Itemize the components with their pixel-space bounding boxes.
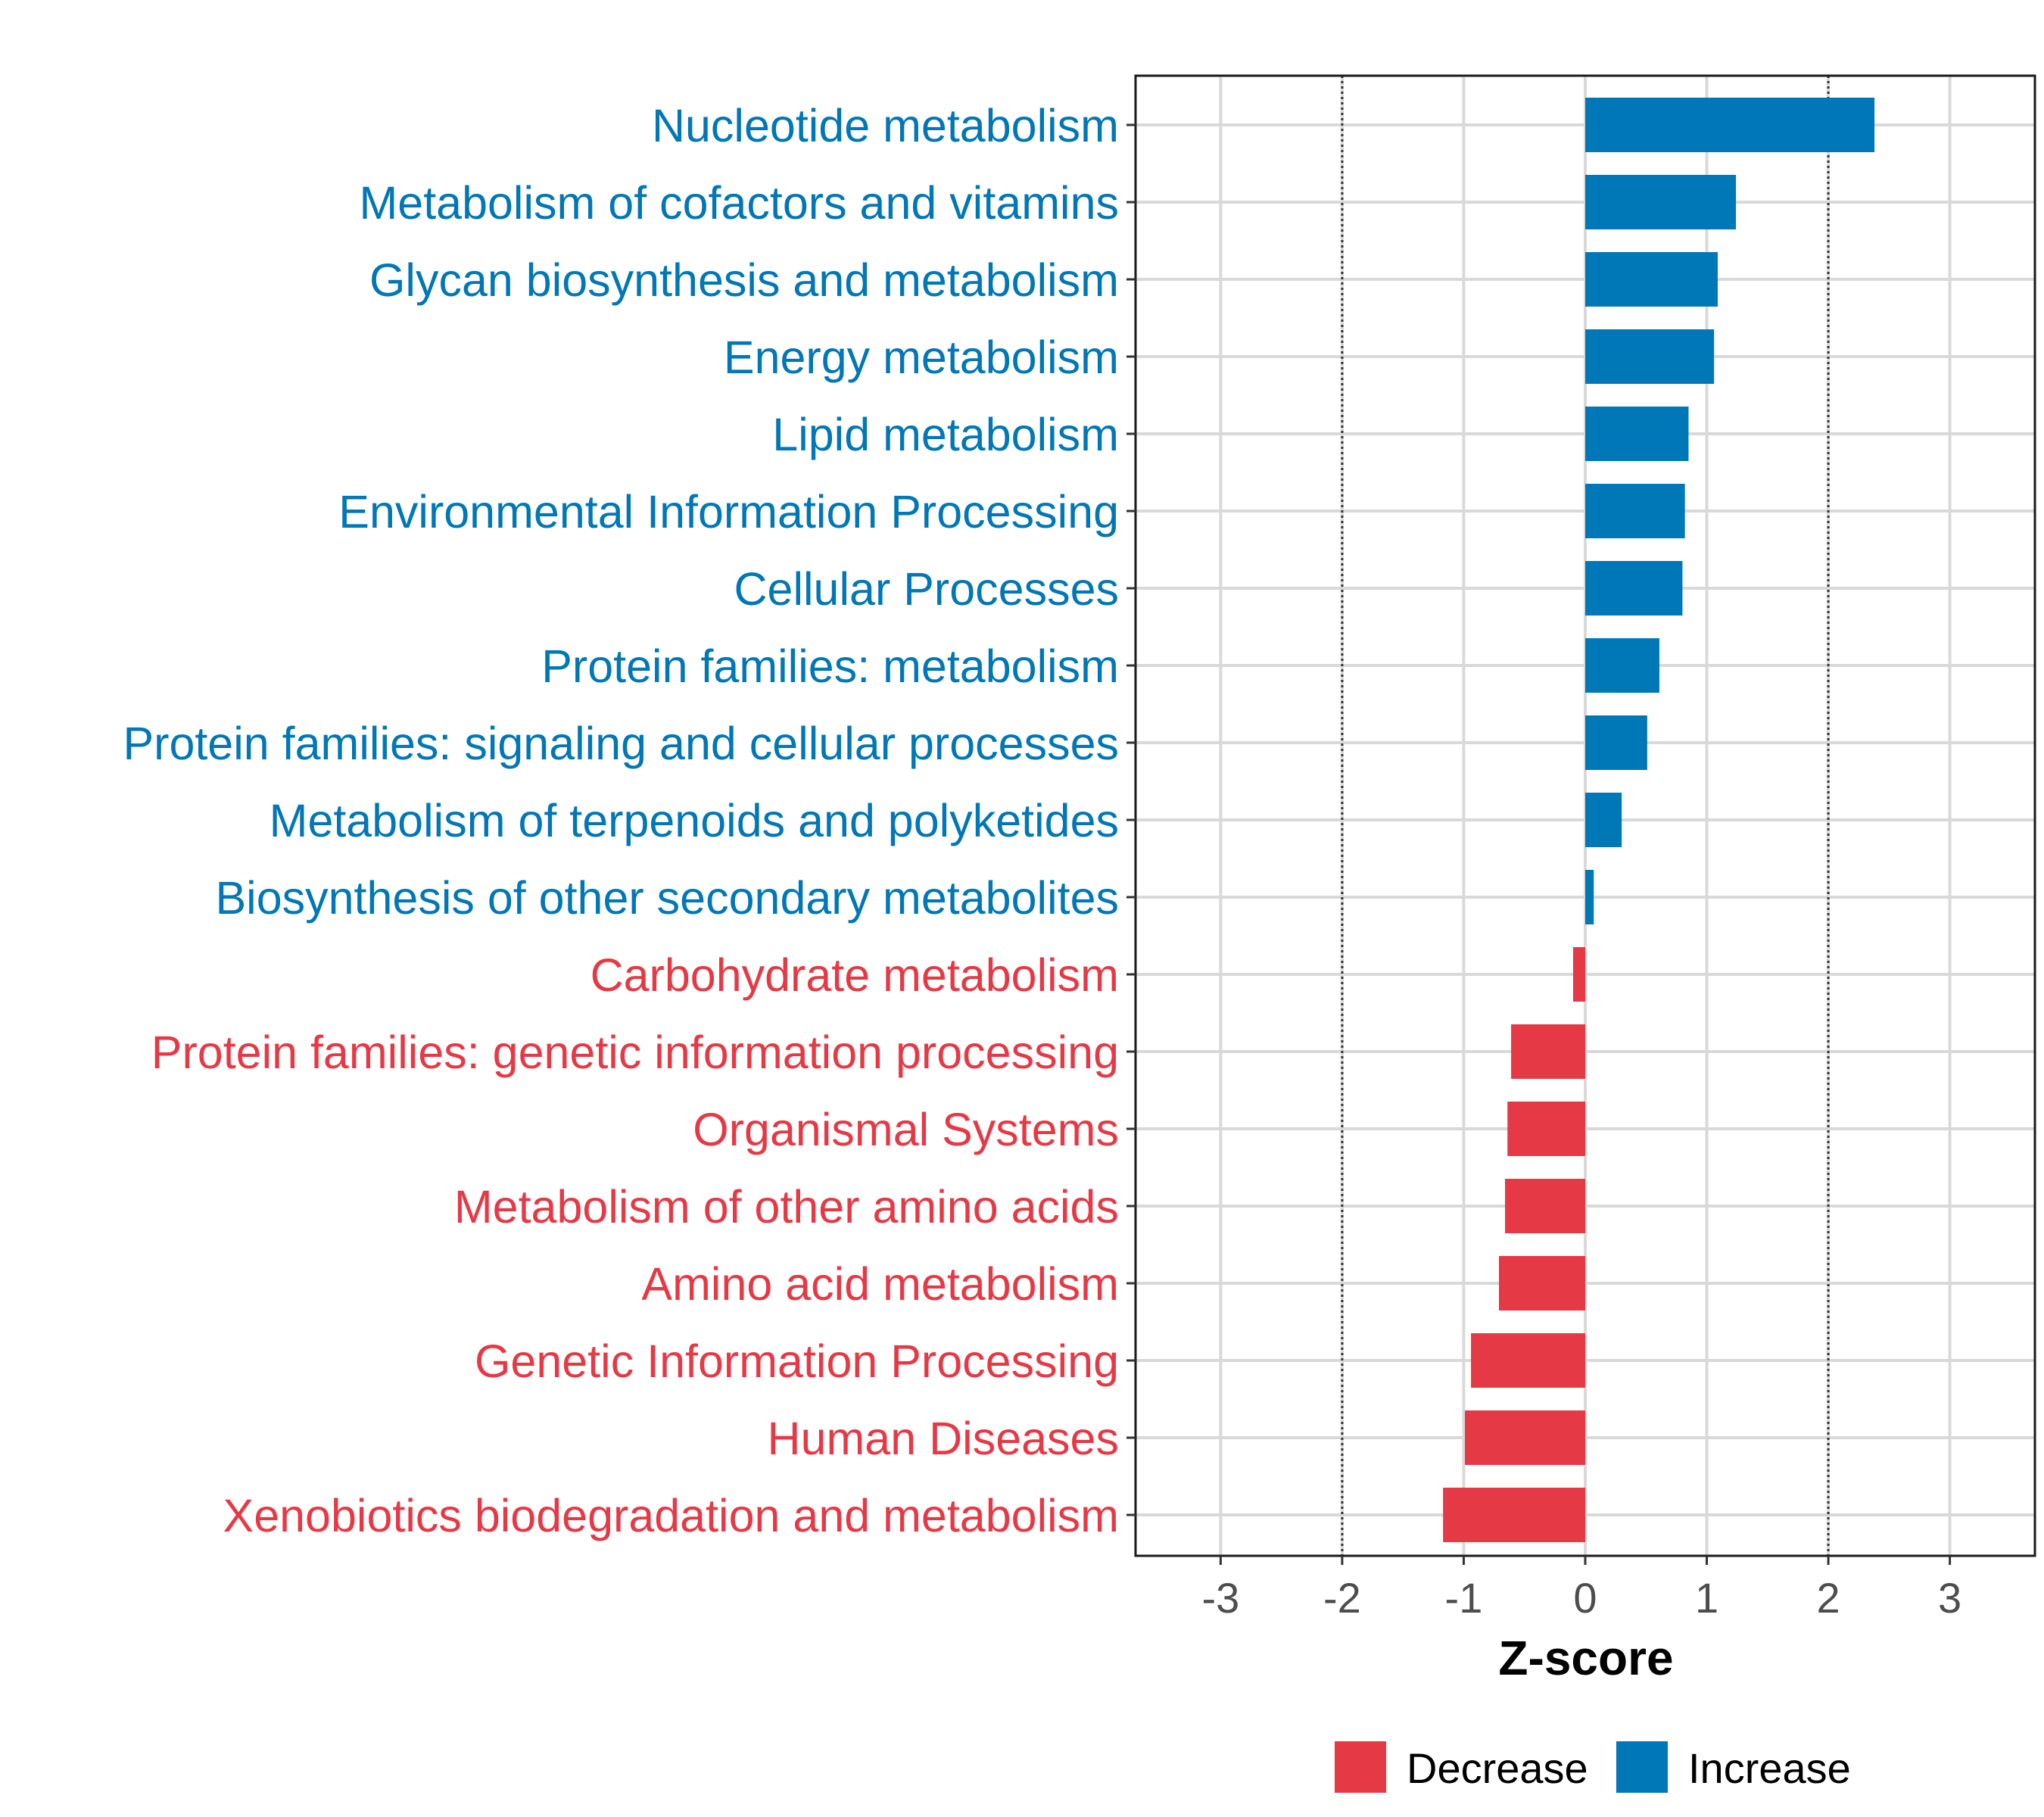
bar (1572, 947, 1585, 1002)
bar (1585, 407, 1689, 461)
y-tick-label: Genetic Information Processing (475, 1335, 1119, 1387)
bar (1585, 329, 1715, 384)
x-tick-label: 2 (1817, 1574, 1840, 1622)
bars (1443, 98, 1875, 1542)
y-tick-label: Metabolism of terpenoids and polyketides (270, 795, 1119, 846)
legend-label: Increase (1688, 1744, 1851, 1792)
x-tick-label: 3 (1938, 1574, 1961, 1622)
y-tick-label: Environmental Information Processing (338, 486, 1119, 538)
y-tick-label: Protein families: metabolism (541, 640, 1119, 692)
bar (1585, 715, 1647, 770)
y-tick-label: Lipid metabolism (772, 409, 1119, 460)
bar (1507, 1102, 1585, 1156)
y-axis-ticks (1126, 123, 1136, 1516)
bar (1443, 1488, 1585, 1542)
bar (1505, 1179, 1585, 1233)
bar (1585, 793, 1622, 847)
y-tick-label: Metabolism of other amino acids (454, 1181, 1119, 1233)
bar (1585, 870, 1594, 924)
y-tick-label: Energy metabolism (724, 332, 1119, 383)
legend-swatch (1335, 1741, 1386, 1793)
y-tick-label: Human Diseases (768, 1413, 1119, 1464)
bar (1585, 638, 1659, 693)
legend-swatch (1616, 1741, 1668, 1793)
bar (1465, 1410, 1585, 1465)
y-tick-label: Protein families: signaling and cellular… (123, 718, 1119, 769)
y-tick-label: Organismal Systems (693, 1104, 1119, 1155)
bar (1585, 484, 1685, 538)
x-tick-label: 1 (1695, 1574, 1718, 1622)
legend-label: Decrease (1407, 1744, 1588, 1792)
x-axis-title: Z-score (1498, 1631, 1673, 1685)
y-axis-labels: Nucleotide metabolism Metabolism of cofac… (123, 100, 1119, 1541)
y-tick-label: Protein families: genetic information pr… (151, 1027, 1119, 1078)
x-axis-ticks (1219, 1556, 1952, 1565)
y-tick-label: Nucleotide metabolism (652, 100, 1119, 151)
x-tick-label: -2 (1323, 1574, 1361, 1622)
bar (1585, 252, 1718, 307)
y-tick-label: Cellular Processes (734, 563, 1119, 615)
y-tick-label: Amino acid metabolism (641, 1258, 1119, 1310)
x-tick-label: -3 (1201, 1574, 1239, 1622)
x-tick-label: -1 (1445, 1574, 1483, 1622)
x-axis-tick-labels: -3 -2 -1 0 1 2 3 (1201, 1574, 1961, 1622)
y-tick-label: Carbohydrate metabolism (590, 949, 1119, 1001)
bar (1471, 1333, 1585, 1388)
y-tick-label: Metabolism of cofactors and vitamins (359, 177, 1119, 229)
bar (1585, 175, 1737, 229)
y-tick-label: Biosynthesis of other secondary metaboli… (215, 872, 1119, 924)
y-tick-label: Glycan biosynthesis and metabolism (369, 254, 1119, 306)
bar (1585, 561, 1683, 616)
legend: Decrease Increase (1335, 1741, 1851, 1793)
bar (1499, 1256, 1585, 1311)
x-tick-label: 0 (1573, 1574, 1597, 1622)
bar (1585, 98, 1875, 152)
y-tick-label: Xenobiotics biodegradation and metabolis… (223, 1490, 1119, 1541)
bar (1511, 1024, 1585, 1079)
